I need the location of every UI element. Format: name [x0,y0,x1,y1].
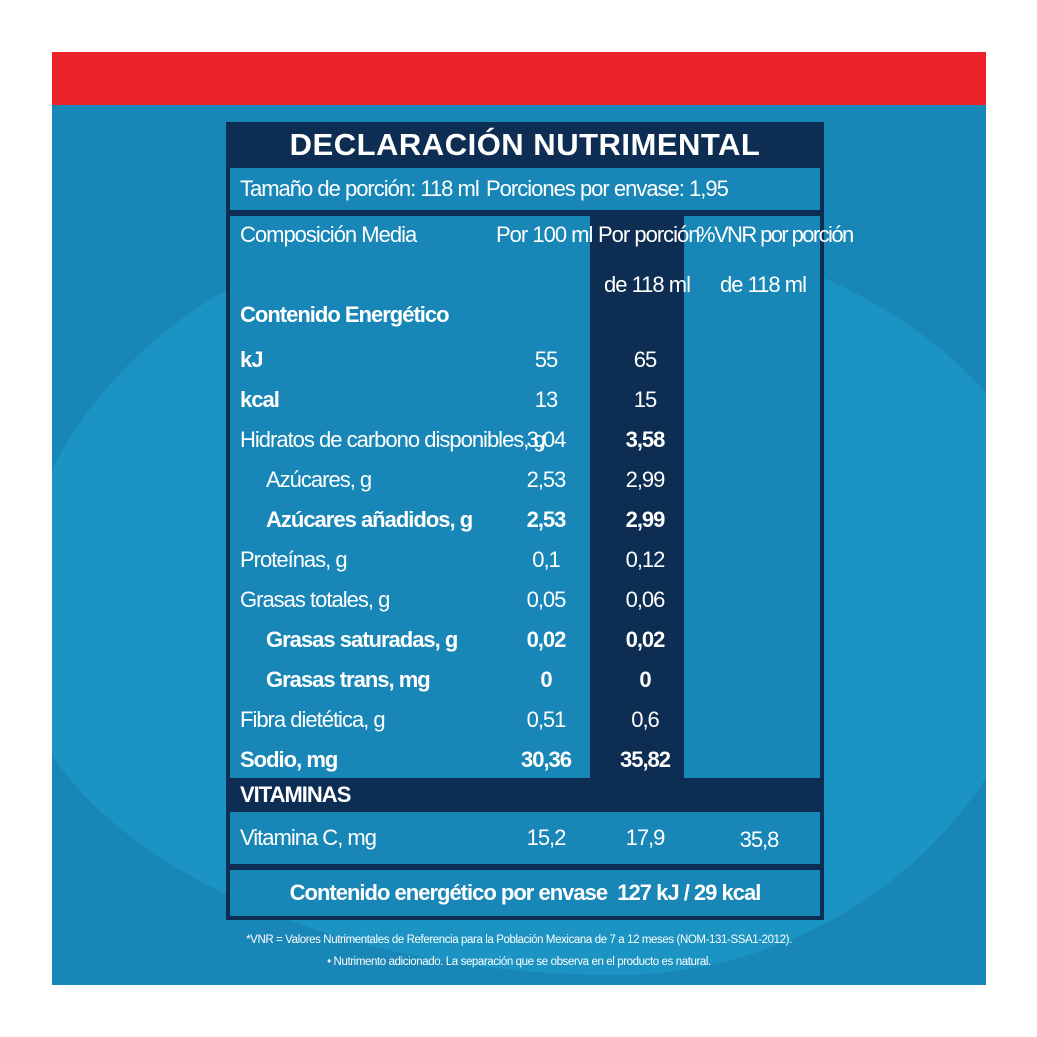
row-per100: 0,05 [526,587,567,612]
table-row: Grasas totales, g 0,05 0,06 [226,580,824,620]
row-per100: 0,02 [526,627,567,652]
table-title: DECLARACIÓN NUTRIMENTAL [289,127,761,162]
row-label: Fibra dietética, g [240,707,386,732]
row-portion: 0 [639,667,651,692]
row-per100: 13 [534,387,558,412]
table-row: Fibra dietética, g 0,51 0,6 [226,700,824,740]
red-header-bar [52,52,986,105]
table-row: Sodio, mg 30,36 35,82 [226,740,824,780]
table-row: Proteínas, g 0,1 0,12 [226,540,824,580]
row-label: Azúcares, g [266,467,372,492]
nutrition-table: DECLARACIÓN NUTRIMENTAL Tamaño de porció… [226,122,854,920]
row-per100: 3,04 [526,427,567,452]
row-portion: 0,12 [625,547,666,572]
energy-per-container-bar: Contenido energético por envase 127 kJ /… [230,870,820,916]
table-row: Azúcares, g 2,53 2,99 [226,460,824,500]
header-per-portion-line2: de 118 ml [604,272,691,297]
row-label: Grasas trans, mg [266,667,431,692]
row-label: Vitamina C, mg [240,825,377,850]
row-portion: 0,6 [631,707,660,732]
row-portion: 2,99 [625,507,666,532]
row-per100: 2,53 [526,507,567,532]
row-label: Proteínas, g [240,547,348,572]
table-row: kJ 55 65 [226,340,824,380]
header-composition: Composición Media [240,222,417,247]
header-per-100: Por 100 ml [496,222,593,247]
row-portion: 0,06 [625,587,666,612]
row-portion: 35,82 [619,747,671,772]
vitamin-c-row: Vitamina C, mg 15,2 17,9 35,8 [230,812,820,864]
row-label: kJ [240,347,264,372]
serving-info-bar: Tamaño de porción: 118 ml Porciones por … [230,168,820,210]
row-label: Azúcares añadidos, g [266,507,473,532]
column-vnr [692,216,820,778]
header-per-portion-line1: Por porción [598,222,701,247]
row-portion: 2,99 [625,467,666,492]
row-portion: 17,9 [625,825,666,850]
row-portion: 15 [633,387,657,412]
row-portion: 3,58 [625,427,666,452]
row-per100: 55 [534,347,558,372]
row-per100: 15,2 [526,825,567,850]
row-portion: 65 [633,347,657,372]
footnote-added-nutrient: • Nutrimento adicionado. La separación q… [327,956,711,968]
row-label: Grasas totales, g [240,587,390,612]
row-per100: 2,53 [526,467,567,492]
header-vnr-line2: de 118 ml [720,272,807,297]
footnote-vnr: *VNR = Valores Nutrimentales de Referenc… [246,934,792,946]
table-row: Azúcares añadidos, g 2,53 2,99 [226,500,824,540]
column-composition [230,216,582,778]
column-per100-bg [582,216,692,778]
row-per100: 30,36 [520,747,572,772]
table-row: Grasas saturadas, g 0,02 0,02 [226,620,824,660]
energy-per-container: Contenido energético por envase 127 kJ /… [289,880,762,905]
row-label: Hidratos de carbono disponibles, g [240,427,546,452]
servings-per-container: Porciones por envase: 1,95 [486,176,729,201]
row-vnr: 35,8 [739,827,780,852]
table-row: kcal 13 15 [226,380,824,420]
table-row: Hidratos de carbono disponibles, g 3,04 … [226,420,824,460]
energy-heading: Contenido Energético [240,302,450,327]
row-label: Grasas saturadas, g [266,627,458,652]
row-per100: 0,1 [532,547,561,572]
row-portion: 0,02 [625,627,666,652]
header-vnr-line1: %VNR por porción [696,222,854,247]
row-label: Sodio, mg [240,747,338,772]
row-label: kcal [240,387,280,412]
table-row: Grasas trans, mg 0 0 [226,660,824,700]
row-per100: 0 [540,667,552,692]
serving-size: Tamaño de porción: 118 ml [240,176,480,201]
vitamins-heading: VITAMINAS [240,782,351,807]
row-per100: 0,51 [526,707,567,732]
